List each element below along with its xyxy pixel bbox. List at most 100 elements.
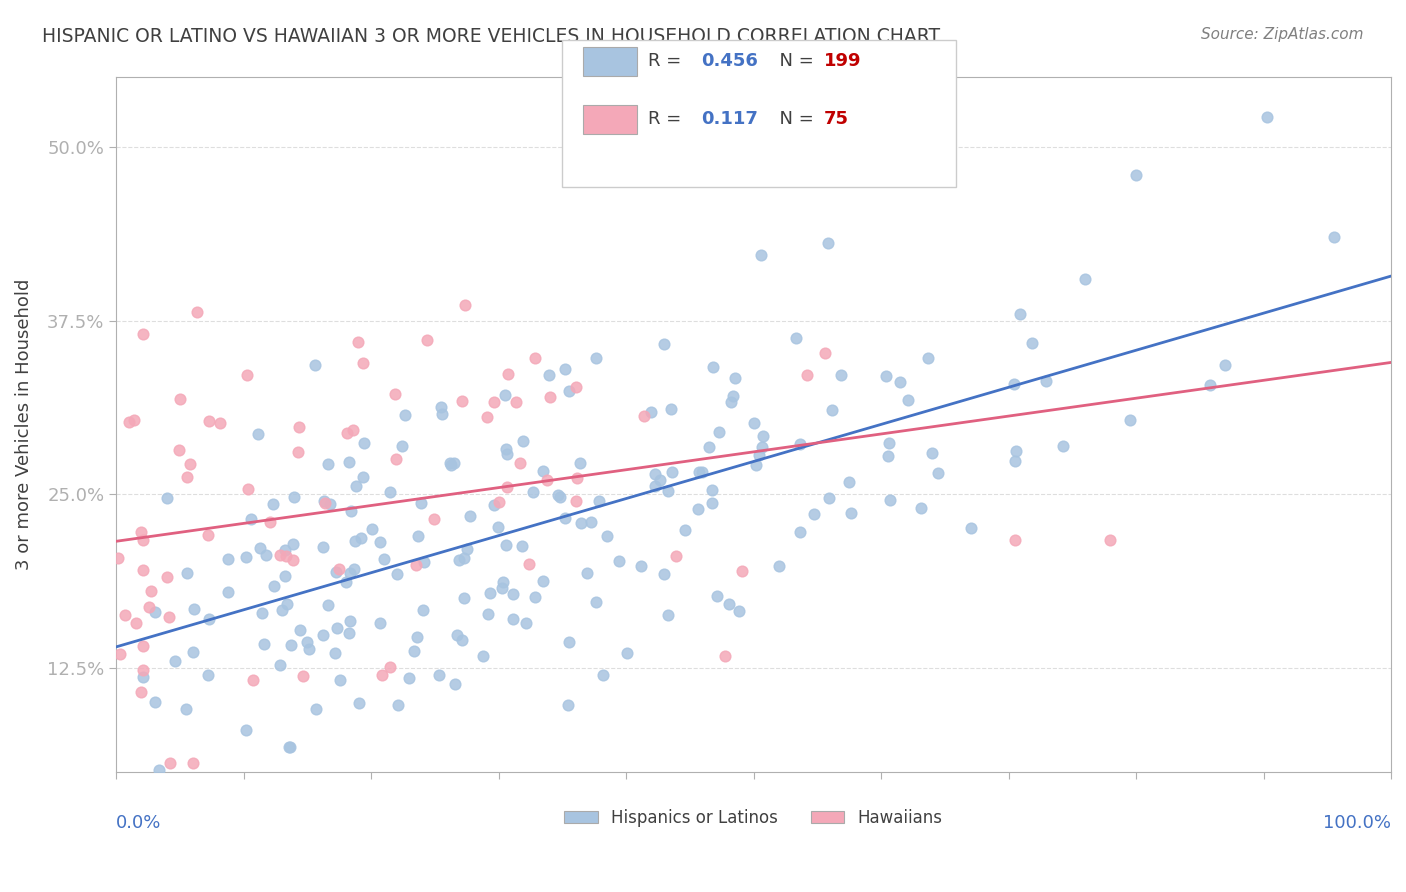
Point	[339, 566, 361, 580]
Point	[402, 644, 425, 658]
Point	[1118, 413, 1140, 427]
Point	[502, 612, 524, 626]
Point	[108, 648, 131, 662]
Point	[745, 458, 768, 472]
Point	[169, 392, 191, 406]
Point	[198, 612, 221, 626]
Point	[721, 389, 744, 403]
Point	[630, 559, 652, 574]
Point	[1002, 376, 1025, 391]
Text: 75: 75	[824, 110, 849, 128]
Point	[1010, 307, 1032, 321]
Point	[344, 479, 367, 493]
Point	[633, 409, 655, 424]
Point	[283, 490, 305, 504]
Point	[439, 456, 461, 470]
Text: N =: N =	[768, 52, 820, 70]
Point	[336, 426, 359, 441]
Point	[132, 640, 155, 654]
Point	[239, 512, 262, 526]
Point	[314, 494, 336, 508]
Point	[278, 740, 301, 755]
Point	[585, 351, 607, 365]
Point	[129, 685, 152, 699]
Point	[960, 521, 983, 535]
Point	[456, 542, 478, 557]
Point	[495, 538, 517, 552]
Point	[453, 550, 475, 565]
Point	[523, 351, 546, 365]
Point	[270, 548, 292, 562]
Point	[287, 419, 309, 434]
Point	[875, 368, 897, 383]
Point	[319, 497, 342, 511]
Point	[652, 566, 675, 581]
Point	[531, 464, 554, 478]
Point	[714, 648, 737, 663]
Point	[443, 677, 465, 691]
Point	[235, 723, 257, 738]
Point	[132, 327, 155, 342]
Point	[439, 458, 461, 473]
Point	[659, 401, 682, 416]
Point	[342, 423, 364, 437]
Point	[405, 558, 427, 572]
Point	[910, 501, 932, 516]
Point	[796, 368, 818, 383]
Point	[451, 633, 474, 648]
Point	[531, 574, 554, 588]
Point	[118, 415, 141, 429]
Point	[512, 434, 534, 449]
Point	[524, 590, 547, 604]
Point	[406, 631, 429, 645]
Point	[1074, 271, 1097, 285]
Point	[350, 531, 373, 545]
Point	[253, 637, 276, 651]
Point	[378, 484, 401, 499]
Text: R =: R =	[648, 52, 688, 70]
Point	[492, 575, 515, 590]
Point	[143, 695, 166, 709]
Point	[416, 333, 439, 347]
Point	[443, 456, 465, 470]
Point	[581, 515, 603, 529]
Point	[413, 555, 436, 569]
Point	[167, 443, 190, 458]
Point	[665, 549, 688, 563]
Point	[412, 603, 434, 617]
Point	[339, 614, 361, 628]
Point	[217, 551, 239, 566]
Point	[554, 510, 576, 524]
Point	[269, 657, 291, 672]
Point	[814, 346, 837, 360]
Point	[588, 494, 610, 508]
Point	[616, 646, 638, 660]
Point	[159, 756, 181, 770]
Point	[648, 474, 671, 488]
Point	[155, 491, 177, 506]
Point	[454, 298, 477, 312]
Point	[502, 587, 524, 601]
Point	[157, 610, 180, 624]
Text: 0.456: 0.456	[702, 52, 758, 70]
Text: N =: N =	[768, 110, 820, 128]
Point	[752, 429, 775, 443]
Point	[446, 628, 468, 642]
Point	[132, 533, 155, 547]
Point	[283, 553, 305, 567]
Point	[1035, 374, 1057, 388]
Point	[138, 600, 160, 615]
Point	[517, 557, 540, 571]
Point	[496, 367, 519, 381]
Point	[509, 456, 531, 470]
Point	[690, 465, 713, 479]
Point	[360, 522, 382, 536]
Point	[316, 598, 339, 612]
Point	[247, 426, 270, 441]
Text: Source: ZipAtlas.com: Source: ZipAtlas.com	[1201, 27, 1364, 42]
Point	[352, 470, 374, 484]
Point	[298, 642, 321, 657]
Point	[564, 379, 586, 393]
Point	[427, 668, 450, 682]
Point	[558, 384, 581, 398]
